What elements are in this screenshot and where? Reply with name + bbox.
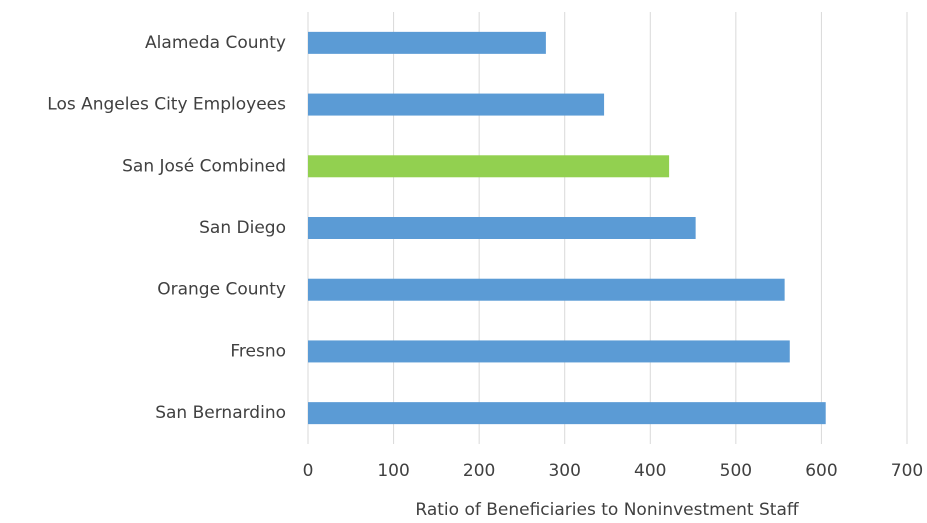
bar — [308, 31, 546, 54]
bar — [308, 155, 670, 178]
y-tick-label: Fresno — [230, 341, 286, 361]
x-tick-label: 300 — [548, 461, 580, 481]
bar — [308, 217, 696, 239]
bar — [308, 93, 605, 116]
y-tick-label: San Bernardino — [155, 403, 286, 423]
bar — [308, 278, 785, 301]
x-tick-label: 700 — [891, 461, 923, 481]
y-tick-label: Alameda County — [145, 33, 286, 53]
y-tick-label: San José Combined — [122, 156, 286, 176]
y-tick-label: Orange County — [157, 280, 286, 300]
y-tick-label: San Diego — [199, 218, 286, 238]
x-tick-label: 100 — [377, 461, 409, 481]
bar — [308, 402, 826, 425]
x-tick-label: 200 — [463, 461, 495, 481]
x-tick-label: 0 — [303, 461, 314, 481]
bar — [308, 340, 790, 363]
x-tick-label: 500 — [720, 461, 752, 481]
y-tick-label: Los Angeles City Employees — [47, 95, 286, 115]
x-axis-title: Ratio of Beneficiaries to Noninvestment … — [415, 500, 799, 520]
x-tick-label: 600 — [805, 461, 837, 481]
x-tick-label: 400 — [634, 461, 666, 481]
